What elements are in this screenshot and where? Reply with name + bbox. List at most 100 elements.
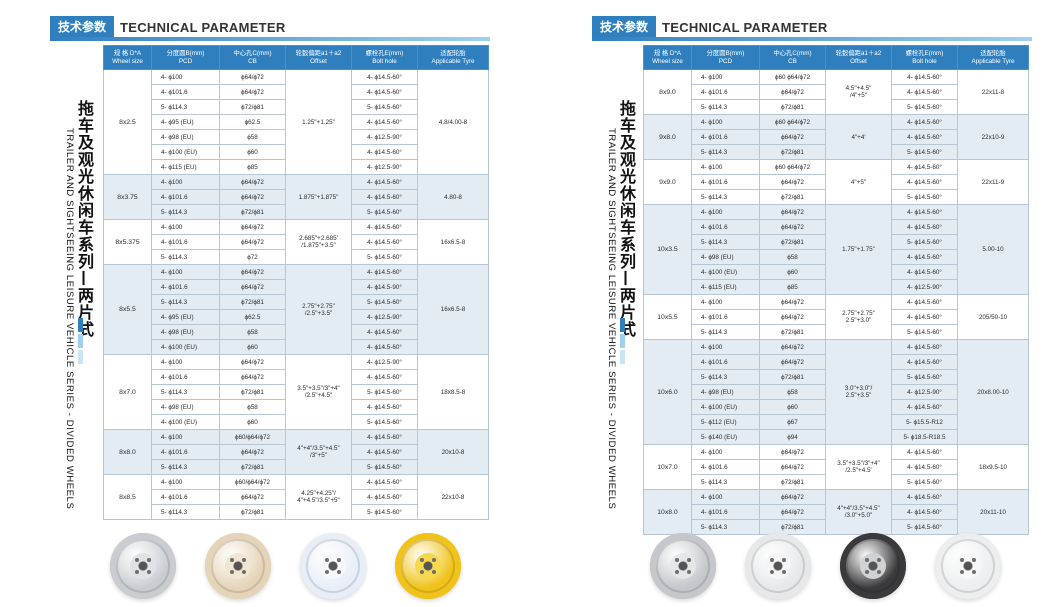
- offset-cell: 4"+4"/3.5"+4.5" /3"+5": [285, 429, 352, 475]
- bolt-hole: [432, 557, 437, 562]
- accent-bars: [78, 318, 83, 366]
- pcd-cell: 4- ϕ101.6: [691, 129, 760, 145]
- table-row: 4- ϕ101.6 ϕ64/ϕ72 4- ϕ14.5-60°: [104, 489, 489, 505]
- pcd-cell: 5- ϕ114.3: [151, 294, 220, 310]
- table-row: 4- ϕ115 (EU) ϕ85 4- ϕ12.5-90°: [644, 279, 1029, 295]
- bolt-hole-cell: 4- ϕ12.5-90°: [351, 354, 418, 370]
- bolt-hole-cell: 4- ϕ14.5-60°: [891, 174, 958, 190]
- cb-cell: ϕ60: [219, 414, 286, 430]
- wheel-size-cell: 10x3.5: [643, 204, 692, 295]
- wheel-hub: [670, 553, 696, 579]
- pcd-cell: 4- ϕ100 (EU): [151, 339, 220, 355]
- offset-text: 1.25"+1.25": [302, 118, 335, 126]
- bolt-hole: [959, 557, 964, 562]
- bolt-hole-cell: 4- ϕ14.5-60°: [891, 129, 958, 145]
- table-row: 4- ϕ101.6 ϕ64/ϕ72 4- ϕ14.5-60°: [644, 174, 1029, 190]
- bolt-hole-cell: 4- ϕ14.5-60°: [891, 249, 958, 265]
- offset-text: 4"+5": [850, 178, 867, 186]
- bolt-hole-cell: 4- ϕ14.5-60°: [351, 339, 418, 355]
- bolt-hole: [782, 570, 787, 575]
- pcd-cell: 5- ϕ112 (EU): [691, 414, 760, 430]
- wheel-size-cell: 8x9.0: [643, 69, 692, 115]
- header-en: TECHNICAL PARAMETER: [120, 19, 286, 35]
- bolt-hole-cell: 4- ϕ14.5-60°: [351, 69, 418, 85]
- section-header: 技术参数 TECHNICAL PARAMETER: [592, 16, 828, 38]
- table-row: 4- ϕ101.6 ϕ64/ϕ72 4- ϕ14.5-60°: [644, 504, 1029, 520]
- column-header: 中心孔C(mm) CB: [219, 45, 286, 70]
- table-row: 5- ϕ114.3 ϕ72/ϕ81 5- ϕ14.5-60°: [644, 519, 1029, 535]
- cb-cell: ϕ60/ϕ64/ϕ72: [219, 474, 286, 490]
- bolt-hole-cell: 4- ϕ14.5-60°: [891, 459, 958, 475]
- bolt-hole: [959, 570, 964, 575]
- column-header: 分度圆B(mm) PCD: [691, 45, 760, 70]
- offset-cell: 4"+5": [825, 159, 892, 205]
- pcd-cell: 4- ϕ100 (EU): [151, 414, 220, 430]
- pcd-cell: 5- ϕ114.3: [151, 204, 220, 220]
- offset-text: 4"+4"/3.5"+4.5" /3.0"+5.0": [837, 505, 880, 519]
- column-header-cn: 中心孔C(mm): [233, 49, 272, 57]
- tyre-cell: 18x9.5-10: [957, 444, 1029, 490]
- bolt-hole: [432, 570, 437, 575]
- pcd-cell: 4- ϕ100: [151, 219, 220, 235]
- bolt-hole: [229, 557, 234, 562]
- pcd-cell: 4- ϕ100: [691, 339, 760, 355]
- wheel-size-cell: 10x5.5: [643, 294, 692, 340]
- column-header-en: Wheel size: [652, 57, 683, 65]
- side-title-cn: 拖车及观光休闲车系列—两片式: [75, 100, 94, 338]
- pcd-cell: 4- ϕ100: [691, 159, 760, 175]
- cb-cell: ϕ72/ϕ81: [759, 144, 826, 160]
- cb-cell: ϕ62.5: [219, 309, 286, 325]
- tyre-cell: 5.00-10: [957, 204, 1029, 295]
- cb-cell: ϕ72/ϕ81: [759, 369, 826, 385]
- bolt-hole-cell: 5- ϕ15.5-R12: [891, 414, 958, 430]
- pcd-cell: 4- ϕ101.6: [691, 84, 760, 100]
- pcd-cell: 4- ϕ98 (EU): [691, 384, 760, 400]
- table-row: 4- ϕ101.6 ϕ64/ϕ72 4- ϕ14.5-60°: [644, 309, 1029, 325]
- cb-cell: ϕ67: [759, 414, 826, 430]
- bolt-hole-cell: 4- ϕ14.5-60°: [891, 264, 958, 280]
- column-header: 适配轮胎 Applicable Tyre: [417, 45, 489, 70]
- bolt-hole-cell: 5- ϕ14.5-60°: [891, 519, 958, 535]
- bolt-hole-cell: 5- ϕ14.5-60°: [891, 324, 958, 340]
- header-cn: 技术参数: [50, 16, 115, 38]
- pcd-cell: 4- ϕ100 (EU): [691, 399, 760, 415]
- wheel-size-cell: 10x6.0: [643, 339, 692, 445]
- side-title-cn: 拖车及观光休闲车系列—两片式: [617, 100, 636, 338]
- table-row: 5- ϕ114.3 ϕ72/ϕ81 5- ϕ14.5-60°: [644, 369, 1029, 385]
- wheel-size-cell: 8x7.0: [103, 354, 152, 430]
- cb-cell: ϕ64/ϕ72: [759, 459, 826, 475]
- column-header-en: Bolt hole: [372, 57, 397, 65]
- bolt-hole: [769, 557, 774, 562]
- pcd-cell: 4- ϕ101.6: [151, 444, 220, 460]
- offset-cell: 1.25"+1.25": [285, 69, 352, 175]
- offset-text: 2.75"+2.75" 2.5"+3.0": [842, 310, 875, 324]
- table-row: 8x5.5 4- ϕ100 ϕ64/ϕ72 2.75"+2.75" /2.5"+3.5…: [103, 264, 489, 355]
- pcd-cell: 4- ϕ100: [151, 354, 220, 370]
- offset-text: 2.75"+2.75" /2.5"+3.5": [302, 302, 335, 317]
- bolt-hole-cell: 4- ϕ12.5-90°: [351, 129, 418, 145]
- cb-cell: ϕ60 ϕ64/ϕ72: [759, 114, 826, 130]
- pcd-cell: 5- ϕ114.3: [691, 144, 760, 160]
- pcd-cell: 5- ϕ114.3: [151, 459, 220, 475]
- offset-cell: 2.685"+2.685' /1.875"+3.5": [285, 219, 352, 265]
- pcd-cell: 4- ϕ101.6: [691, 354, 760, 370]
- table-row: 4- ϕ98 (EU) ϕ58 4- ϕ12.5-90°: [644, 384, 1029, 400]
- column-header-cn: 轮毂偏距a1＋a2: [835, 49, 882, 57]
- cb-cell: ϕ72/ϕ81: [759, 519, 826, 535]
- cb-cell: ϕ64/ϕ72: [219, 279, 286, 295]
- side-title-en: TRAILER AND SIGHTSEEING LEISURE VEHICLE …: [606, 128, 617, 510]
- column-header-en: Offset: [850, 57, 867, 65]
- white-wheel: [745, 533, 811, 599]
- column-header-cn: 中心孔C(mm): [773, 49, 812, 57]
- cb-cell: ϕ64/ϕ72: [219, 369, 286, 385]
- cb-cell: ϕ58: [219, 129, 286, 145]
- wheel-hub: [130, 553, 156, 579]
- cb-cell: ϕ58: [759, 384, 826, 400]
- cb-cell: ϕ60: [219, 144, 286, 160]
- table-row: 8x7.0 4- ϕ100 ϕ64/ϕ72 3.5"+3.5"/3"+4" /2.5"…: [103, 354, 489, 430]
- wheel-size-cell: 8x8.5: [103, 474, 152, 520]
- table-row: 4- ϕ95 (EU) ϕ62.5 4- ϕ12.5-90°: [104, 309, 489, 325]
- pcd-cell: 5- ϕ114.3: [691, 324, 760, 340]
- table-row: 8x8.0 4- ϕ100 ϕ60/ϕ64/ϕ72 4"+4"/3.5"+4.5" /…: [103, 429, 489, 475]
- column-header: 轮毂偏距a1＋a2 Offset: [825, 45, 892, 70]
